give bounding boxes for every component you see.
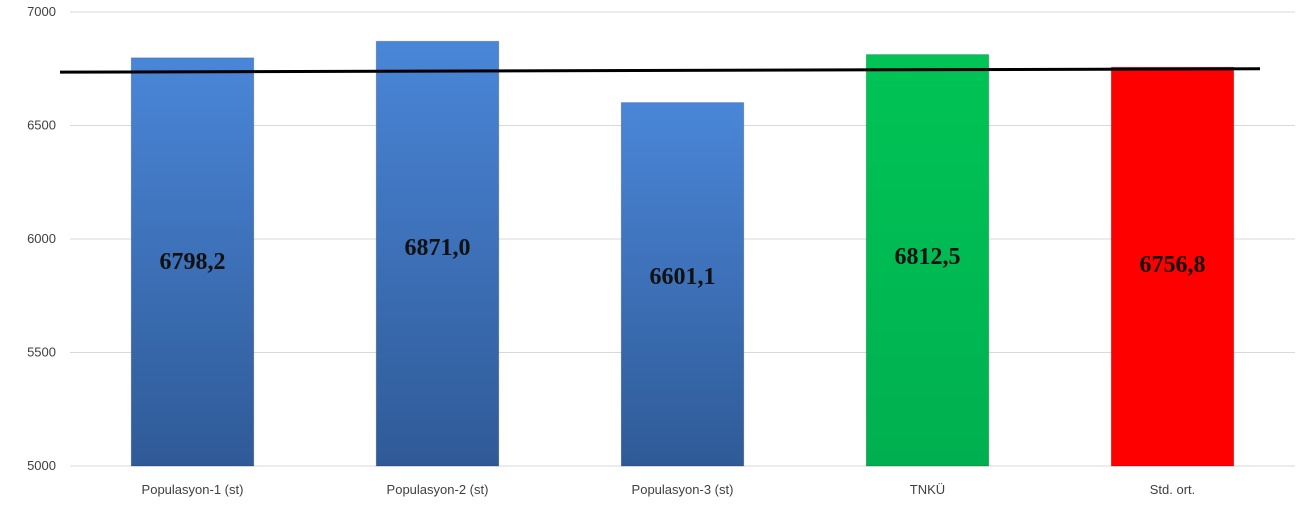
bar-2	[375, 40, 500, 467]
reference-line	[59, 67, 1261, 74]
x-tick-label-2: Populasyon-2 (st)	[387, 482, 489, 497]
y-tick-label-5000: 5000	[27, 458, 56, 473]
bar-1	[130, 57, 255, 467]
y-tick-label-6500: 6500	[27, 118, 56, 133]
x-tick-label-1: Populasyon-1 (st)	[142, 482, 244, 497]
x-tick-label-5: Std. ort.	[1150, 482, 1196, 497]
bar-3	[620, 102, 745, 467]
y-axis-ticks: 5000 5500 6000 6500 7000	[27, 4, 56, 473]
data-labels: 6798,2 6871,0 6601,1 6812,5 6756,8	[160, 235, 1206, 290]
data-label-4: 6812,5	[895, 244, 961, 270]
bars	[130, 40, 1235, 467]
x-tick-label-4: TNKÜ	[910, 482, 945, 497]
data-label-3: 6601,1	[650, 264, 716, 290]
y-tick-label-5500: 5500	[27, 345, 56, 360]
x-tick-label-3: Populasyon-3 (st)	[632, 482, 734, 497]
data-label-2: 6871,0	[405, 235, 471, 261]
data-label-1: 6798,2	[160, 249, 226, 275]
data-label-5: 6756,8	[1140, 252, 1206, 278]
bar-4	[865, 54, 990, 467]
x-axis-ticks: Populasyon-1 (st) Populasyon-2 (st) Popula…	[142, 482, 1196, 497]
y-tick-label-6000: 6000	[27, 231, 56, 246]
reference-line-layer	[59, 67, 1261, 74]
y-tick-label-7000: 7000	[27, 4, 56, 19]
bar-5	[1110, 66, 1235, 467]
